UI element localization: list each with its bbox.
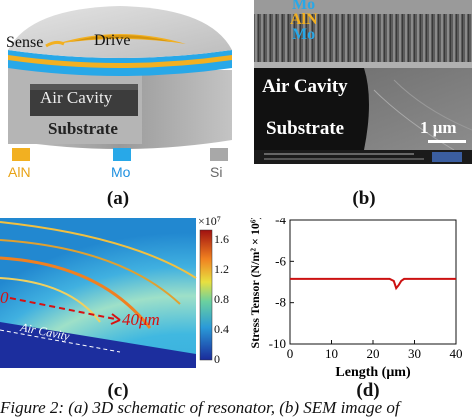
- panel-a-label: (a): [106, 188, 130, 209]
- stress-field-plot: [0, 218, 213, 368]
- legend-swatch-aln: [12, 148, 30, 161]
- colorbar-tick: 0.8: [214, 292, 229, 306]
- stress-tensor-chart: 0 10 20 30 40 -4 -6 -8 -10 Length (μm) Stress Te…: [248, 218, 463, 380]
- x-tick-label: 30: [408, 346, 421, 361]
- legend-swatch-mo: [113, 148, 131, 161]
- scale-bar-label: 1 μm: [420, 118, 457, 137]
- colorbar-tick: 1.2: [214, 262, 229, 276]
- drive-label: Drive: [94, 32, 131, 49]
- plot-frame: [289, 219, 457, 345]
- panel-b-label: (b): [352, 188, 376, 209]
- sem-air-cavity-label: Air Cavity: [262, 76, 348, 97]
- substrate-label: Substrate: [48, 119, 118, 138]
- resonator-3d-schematic: [8, 6, 232, 149]
- y-tick-label: -8: [275, 295, 286, 310]
- colorbar-tick: 1.6: [214, 232, 229, 246]
- colorbar-exponent: ×10⁷: [198, 214, 221, 228]
- mo-bottom-label: Mo: [292, 26, 316, 43]
- panel-b: Mo AlN Mo Air Cavity Substrate 1 μm (b): [252, 0, 474, 215]
- air-cavity-label: Air Cavity: [40, 88, 113, 107]
- figure-caption: Figure 2: (a) 3D schematic of resonator,…: [0, 398, 400, 417]
- x-tick-label: 40: [450, 346, 463, 361]
- panel-d-label: (d): [356, 380, 380, 401]
- colorbar-tick: 0.4: [214, 322, 229, 336]
- sem-image: [254, 0, 472, 164]
- aln-label: AlN: [290, 11, 318, 28]
- x-tick-label: 0: [287, 346, 294, 361]
- sense-label: Sense: [6, 34, 44, 51]
- stress-series-line: [290, 277, 456, 291]
- y-tick-label: -4: [275, 218, 286, 227]
- legend-label-aln: AlN: [8, 164, 31, 180]
- legend-label-si: Si: [210, 164, 223, 180]
- y-tick-label: -10: [269, 336, 286, 351]
- y-tick-label: -6: [275, 253, 286, 268]
- colorbar-tick: 0: [214, 352, 220, 366]
- legend-swatch-si: [210, 148, 228, 161]
- panel-c-label: (c): [107, 380, 129, 401]
- panel-c: ×10⁷ 1.6 1.2 0.8 0.4 0 0 40μm Air Cavity…: [0, 214, 240, 401]
- x-tick-label: 10: [325, 346, 338, 361]
- sem-substrate-label: Substrate: [266, 118, 345, 139]
- path-start-label: 0: [0, 288, 9, 307]
- y-axis-label: Stress Tensor (N/m² × 10⁶): [248, 218, 262, 348]
- legend-label-mo: Mo: [111, 164, 131, 180]
- x-axis-label: Length (μm): [335, 365, 411, 380]
- x-tick-label: 20: [367, 346, 380, 361]
- path-end-label: 40μm: [122, 310, 160, 329]
- panel-d: 0 10 20 30 40 -4 -6 -8 -10 Length (μm) Stress Te…: [246, 218, 474, 401]
- mo-top-label: Mo: [292, 0, 316, 13]
- panel-a: Sense Drive Air Cavity Substrate AlN Mo …: [0, 0, 236, 215]
